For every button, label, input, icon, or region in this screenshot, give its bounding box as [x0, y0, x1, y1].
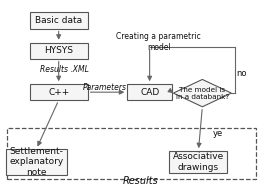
- Text: Results .XML: Results .XML: [39, 65, 89, 74]
- Text: Results: Results: [122, 176, 158, 186]
- Text: Settlement-
explanatory
note: Settlement- explanatory note: [9, 147, 63, 177]
- Text: C++: C++: [48, 88, 69, 97]
- Text: HYSYS: HYSYS: [44, 46, 73, 55]
- FancyBboxPatch shape: [30, 13, 88, 28]
- Text: no: no: [237, 69, 247, 78]
- FancyBboxPatch shape: [127, 84, 172, 100]
- Text: ye: ye: [213, 129, 223, 138]
- FancyBboxPatch shape: [169, 151, 227, 173]
- Polygon shape: [173, 79, 231, 107]
- Text: Basic data: Basic data: [35, 16, 82, 25]
- Text: Parameters: Parameters: [83, 83, 127, 92]
- FancyBboxPatch shape: [6, 149, 67, 175]
- Text: The model is
in a databank?: The model is in a databank?: [176, 87, 229, 100]
- FancyBboxPatch shape: [30, 84, 88, 100]
- Text: CAD: CAD: [140, 88, 159, 97]
- Text: Creating a parametric
model: Creating a parametric model: [117, 32, 201, 52]
- FancyBboxPatch shape: [30, 43, 88, 59]
- Text: Associative
drawings: Associative drawings: [173, 152, 224, 172]
